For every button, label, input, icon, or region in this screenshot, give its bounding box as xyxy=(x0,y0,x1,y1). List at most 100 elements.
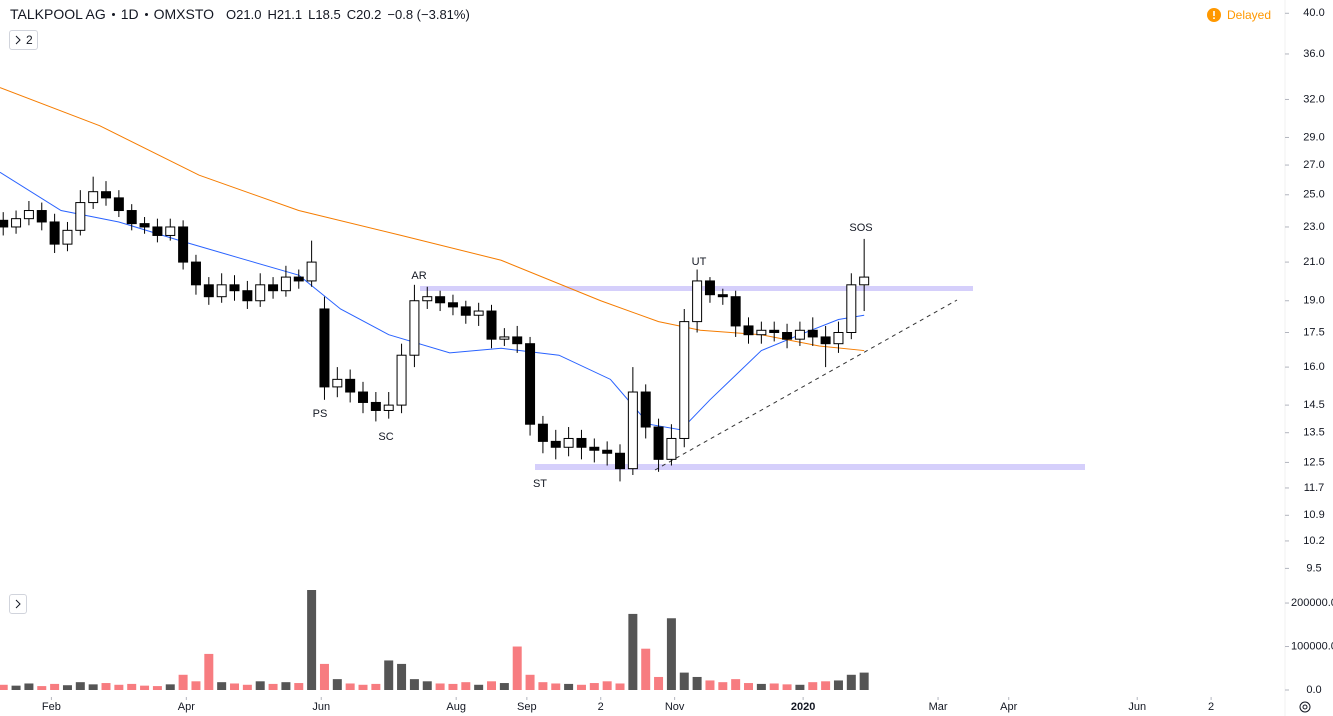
volume-bar xyxy=(499,683,509,690)
candle-body xyxy=(486,310,497,340)
volume-bar xyxy=(692,676,702,690)
y-tick-label: 9.5 xyxy=(1306,562,1321,574)
volume-bar xyxy=(512,646,522,690)
candle-body xyxy=(435,296,446,304)
volume-bar xyxy=(731,679,741,690)
candle-body xyxy=(101,191,112,199)
chevron xyxy=(15,599,21,609)
candle-body xyxy=(525,343,536,425)
y-tick-label: 27.0 xyxy=(1303,159,1324,171)
delayed-badge[interactable]: Delayed xyxy=(1207,8,1271,22)
candle-body xyxy=(499,336,510,340)
annotation: PS xyxy=(313,408,328,420)
ohlc-high: H21.1 xyxy=(267,6,303,22)
x-tick-label: Jun xyxy=(1128,701,1146,713)
x-tick-label: Aug xyxy=(446,701,466,713)
volume-bar xyxy=(744,683,754,690)
y-tick-label: 29.0 xyxy=(1303,131,1324,143)
ohlc-low: L18.5 xyxy=(308,6,341,22)
annotation: AR xyxy=(411,270,426,282)
trend-line xyxy=(654,299,958,471)
candle-body xyxy=(473,310,484,316)
volume-bar xyxy=(358,684,368,690)
candle-body xyxy=(666,437,677,460)
volume-bar xyxy=(615,683,625,690)
x-tick-label: 2 xyxy=(1208,701,1214,713)
volume-bar xyxy=(62,685,72,690)
volume-bar xyxy=(191,681,201,690)
candle-body xyxy=(11,218,22,228)
candle-body xyxy=(447,302,458,308)
candle-body xyxy=(332,378,343,388)
annotation: UT xyxy=(692,256,707,268)
volume-bar xyxy=(50,683,60,690)
candle-body xyxy=(512,336,523,345)
volume-toggle[interactable] xyxy=(9,594,27,614)
symbol: TALKPOOL AG xyxy=(10,6,106,22)
volume-bar xyxy=(204,653,214,690)
status: Delayed xyxy=(1227,8,1272,22)
settings-icon[interactable] xyxy=(1299,701,1311,713)
candle-body xyxy=(0,219,9,228)
volume-bar xyxy=(525,674,535,690)
ohlc-close: C20.2 xyxy=(346,6,382,22)
volume-bar xyxy=(474,684,484,690)
volume-bar xyxy=(397,663,407,690)
y-tick-label: 25.0 xyxy=(1303,189,1324,201)
candle-body xyxy=(769,329,780,333)
volume-bar xyxy=(808,682,818,690)
volume-bar xyxy=(0,684,8,690)
y-tick-label: 19.0 xyxy=(1303,295,1324,307)
warning-icon xyxy=(1207,8,1221,22)
candle-body xyxy=(126,210,137,225)
volume-bar xyxy=(821,681,831,690)
volume-bar xyxy=(24,683,34,690)
y-tick-label: 14.5 xyxy=(1303,399,1324,411)
candle-body xyxy=(370,401,381,411)
x-tick-label: Nov xyxy=(665,701,685,713)
volume-bar xyxy=(448,683,458,690)
volume-bar xyxy=(75,682,85,690)
volume-bar xyxy=(833,680,843,690)
candle-body xyxy=(782,331,793,340)
y-tick-label: 17.5 xyxy=(1303,326,1324,338)
candle-body xyxy=(743,325,754,336)
volume-bar xyxy=(332,679,342,690)
volume-bar xyxy=(628,613,638,690)
candle-body xyxy=(23,210,34,220)
y-tick-label: 40.0 xyxy=(1303,7,1324,19)
candle-body xyxy=(692,280,703,323)
volume-bar xyxy=(679,672,689,690)
y-tick-label: 16.0 xyxy=(1303,361,1324,373)
candle-body xyxy=(460,306,471,316)
candle-body xyxy=(653,426,664,460)
y-tick-label: 10.9 xyxy=(1303,509,1324,521)
candle-body xyxy=(717,294,728,298)
y-tick-label: 32.0 xyxy=(1303,93,1324,105)
y-tick-label: 11.7 xyxy=(1304,482,1325,494)
volume-bar xyxy=(795,684,805,690)
volume-bar xyxy=(319,663,329,690)
volume-bar xyxy=(242,684,252,690)
candle-body xyxy=(255,284,266,302)
candle-body xyxy=(165,226,176,236)
candle-body xyxy=(589,446,600,451)
candle-body xyxy=(139,223,150,228)
y-tick-label: 10.2 xyxy=(1303,535,1324,547)
x-tick-label: Jun xyxy=(312,701,330,713)
volume-bar xyxy=(371,683,381,690)
volume-bar xyxy=(422,681,432,690)
ohlc-open: O21.0 xyxy=(226,6,262,22)
candle-body xyxy=(229,284,240,292)
volume-bar xyxy=(576,684,586,690)
candle-body xyxy=(345,378,356,393)
moving-average xyxy=(0,87,865,352)
volume-bar xyxy=(654,676,664,690)
volume-bar xyxy=(846,674,856,690)
indicators-toggle[interactable]: 2 xyxy=(9,30,38,50)
candle-body xyxy=(396,354,407,406)
exchange: OMXSTO xyxy=(153,6,215,22)
candle-body xyxy=(178,226,189,263)
candle-body xyxy=(679,321,690,439)
candle-body xyxy=(859,276,870,286)
